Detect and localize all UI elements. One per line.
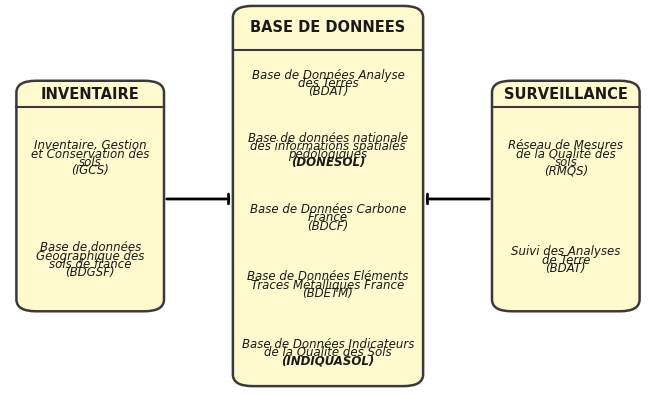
Text: des Terres: des Terres	[298, 77, 358, 90]
Text: Géographique des: Géographique des	[36, 250, 144, 263]
Text: Base de Données Eléments: Base de Données Eléments	[247, 270, 409, 283]
FancyBboxPatch shape	[233, 6, 423, 386]
Text: (BDAT): (BDAT)	[308, 85, 348, 98]
Text: (BDCF): (BDCF)	[308, 219, 348, 232]
Text: Inventaire, Gestion: Inventaire, Gestion	[34, 139, 146, 152]
FancyBboxPatch shape	[492, 81, 640, 311]
Text: SURVEILLANCE: SURVEILLANCE	[504, 87, 628, 102]
Text: de la Qualité des: de la Qualité des	[516, 148, 616, 161]
Text: sols de france: sols de france	[49, 258, 131, 271]
FancyBboxPatch shape	[16, 81, 164, 311]
Text: Base de données nationale: Base de données nationale	[248, 132, 408, 145]
Text: INVENTAIRE: INVENTAIRE	[41, 87, 140, 102]
Text: Base de Données Indicateurs: Base de Données Indicateurs	[242, 338, 414, 351]
Text: (IGCS): (IGCS)	[72, 164, 109, 177]
Text: et Conservation des: et Conservation des	[31, 148, 150, 161]
Text: BASE DE DONNEES: BASE DE DONNEES	[251, 20, 405, 35]
Text: (BDAT): (BDAT)	[546, 262, 586, 275]
Text: (BDETM): (BDETM)	[302, 287, 354, 300]
Text: (INDIQUASOL): (INDIQUASOL)	[281, 354, 375, 367]
Text: sols: sols	[554, 156, 577, 169]
Text: France: France	[308, 211, 348, 224]
Text: Suivi des Analyses: Suivi des Analyses	[511, 245, 621, 258]
Text: Base de données: Base de données	[39, 242, 141, 255]
Text: des informations spatiales: des informations spatiales	[250, 140, 406, 153]
Text: Traces Métalliques France: Traces Métalliques France	[251, 279, 405, 292]
Text: pédologiques: pédologiques	[289, 148, 367, 161]
Text: (BDGSF): (BDGSF)	[66, 266, 115, 279]
Text: (DONESOL): (DONESOL)	[291, 156, 365, 169]
Text: Réseau de Mesures: Réseau de Mesures	[508, 139, 623, 152]
Text: de Terre: de Terre	[542, 254, 590, 267]
Text: Base de Données Carbone: Base de Données Carbone	[250, 203, 406, 216]
Text: Base de Données Analyse: Base de Données Analyse	[251, 69, 405, 82]
Text: (RMQS): (RMQS)	[544, 164, 588, 177]
Text: de la Qualité des Sols: de la Qualité des Sols	[264, 346, 392, 359]
Text: sols: sols	[79, 156, 102, 169]
